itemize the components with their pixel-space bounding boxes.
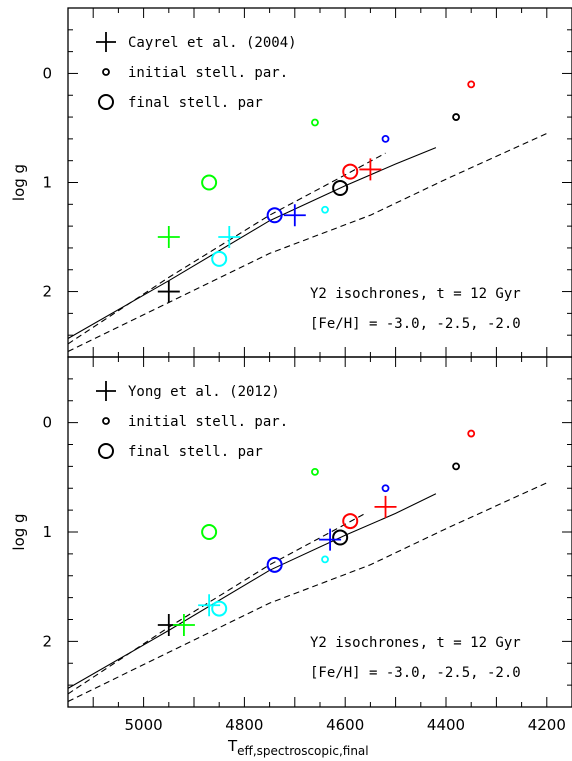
final-point	[332, 179, 349, 196]
final-point	[211, 250, 228, 267]
plot-frame	[67, 356, 572, 708]
final-point	[266, 556, 283, 573]
isochrone-solid	[67, 147, 437, 339]
x-tick-label: 4600	[326, 716, 364, 734]
isochrone-solid	[67, 493, 437, 689]
legend-marker-plus	[96, 381, 116, 401]
y-axis-title: log g	[10, 513, 28, 550]
x-tick-label: 5000	[125, 716, 163, 734]
literature-point	[157, 226, 180, 249]
literature-point	[359, 158, 382, 181]
y-tick-label: 2	[42, 283, 52, 301]
literature-point	[374, 495, 397, 518]
annotation: [Fe/H] = -3.0, -2.5, -2.0	[310, 665, 521, 681]
final-point	[332, 529, 349, 546]
panel-bottom: 0 1 2 log g Yong et al. (2012) initial stell.…	[10, 356, 572, 758]
legend-marker-plus	[96, 32, 116, 52]
final-point	[201, 174, 218, 191]
y-tick-label: 2	[42, 632, 52, 650]
literature-point	[172, 613, 195, 636]
initial-point	[311, 467, 319, 476]
legend-label: final stell. par	[128, 95, 263, 111]
literature-point	[218, 226, 241, 249]
initial-point	[452, 462, 460, 471]
y-tick-label: 0	[42, 64, 52, 82]
legend-marker-small-circle	[102, 68, 110, 76]
y-tick-label: 1	[42, 523, 52, 541]
annotation: Y2 isochrones, t = 12 Gyr	[310, 635, 521, 651]
legend-label: initial stell. par.	[128, 414, 288, 430]
final-point	[201, 524, 218, 540]
initial-point	[321, 205, 329, 214]
y-axis-title: log g	[10, 164, 28, 201]
legend-label: Yong et al. (2012)	[128, 384, 280, 400]
legend-marker-large-circle	[98, 443, 114, 459]
panel-top: 0 1 2 log g Cayrel et al. (2004) initial stel…	[10, 7, 572, 358]
x-axis-title-subscript: eff,spectroscopic,final	[237, 744, 368, 758]
isochrone-dashed	[67, 132, 548, 352]
legend-label: final stell. par	[128, 444, 263, 460]
initial-point	[381, 134, 390, 143]
annotation: Y2 isochrones, t = 12 Gyr	[310, 286, 521, 302]
x-axis-title-main: T	[227, 737, 238, 755]
literature-point	[283, 204, 306, 227]
final-point	[342, 163, 359, 180]
legend-marker-small-circle	[102, 417, 110, 425]
literature-point	[157, 280, 180, 303]
isochrone-dashed	[67, 512, 366, 695]
annotation: [Fe/H] = -3.0, -2.5, -2.0	[310, 316, 521, 332]
x-tick-label: 4200	[528, 716, 566, 734]
x-tick-label: 4800	[225, 716, 263, 734]
legend-label: initial stell. par.	[128, 65, 288, 81]
initial-point	[467, 80, 476, 89]
literature-point	[198, 594, 221, 617]
legend-label: Cayrel et al. (2004)	[128, 35, 297, 51]
initial-point	[311, 118, 319, 127]
initial-point	[381, 484, 390, 493]
final-point	[266, 207, 283, 224]
isochrone-dashed	[67, 152, 386, 345]
plot-frame	[67, 7, 572, 358]
final-point	[211, 600, 228, 617]
initial-point	[467, 429, 476, 438]
isochrone-dashed	[67, 482, 548, 702]
x-axis-title: Teff,spectroscopic,final	[227, 737, 369, 758]
final-point	[342, 513, 359, 530]
literature-point	[319, 528, 342, 551]
y-tick-label: 0	[42, 414, 52, 432]
initial-point	[321, 555, 329, 564]
y-tick-label: 1	[42, 174, 52, 192]
initial-point	[452, 113, 460, 121]
legend-marker-large-circle	[98, 94, 114, 110]
x-tick-label: 4400	[427, 716, 465, 734]
